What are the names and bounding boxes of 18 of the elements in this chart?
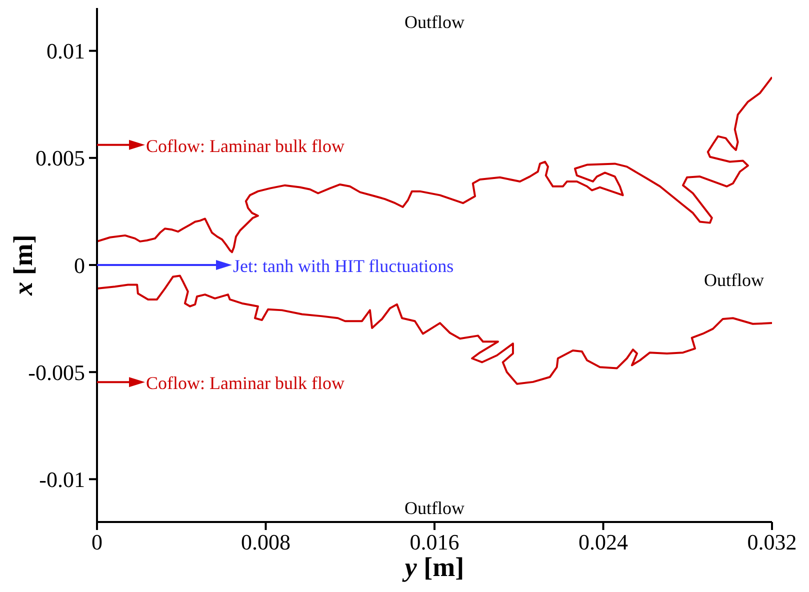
y-tick-label: 0.01 (46, 38, 85, 64)
x-tick-label: 0 (92, 530, 102, 555)
annotation: Coflow: Laminar bulk flow (146, 136, 344, 156)
x-tick-label: 0.008 (241, 530, 290, 555)
x-axis-title: y [m] (402, 552, 464, 582)
x-tick-label: 0.016 (410, 530, 460, 555)
annotation: Outflow (404, 498, 464, 518)
x-tick-label: 0.024 (578, 530, 628, 555)
annotation: Jet: tanh with HIT fluctuations (233, 256, 454, 276)
x-tick-label: 0.032 (747, 530, 797, 555)
y-tick-label: -0.01 (39, 466, 85, 492)
annotation: Outflow (704, 270, 764, 290)
y-axis-title: x [m] (8, 234, 38, 296)
y-tick-label: -0.005 (28, 360, 85, 385)
y-tick-label: 0 (74, 252, 85, 278)
y-tick-label: 0.005 (36, 146, 85, 171)
annotation: Coflow: Laminar bulk flow (146, 373, 344, 394)
annotation: Outflow (404, 12, 464, 32)
